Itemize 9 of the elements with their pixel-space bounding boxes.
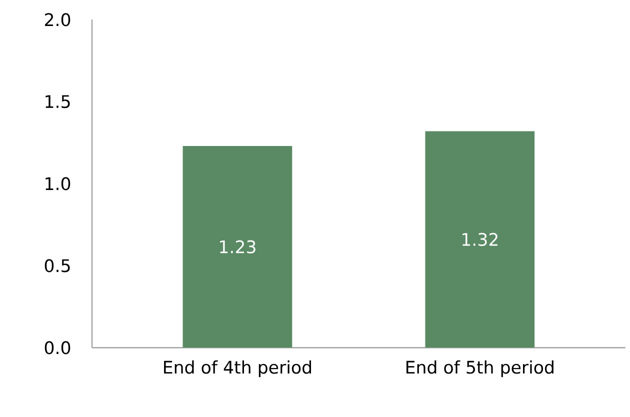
- data-label: 1.23: [220, 240, 256, 254]
- y-tick-label: 1.0: [46, 177, 70, 190]
- data-label: 1.32: [462, 232, 498, 246]
- y-tick-label: 0.5: [44, 259, 70, 272]
- x-tick-label: End of 5th period: [406, 360, 554, 378]
- y-tick-label: 2.0: [45, 13, 70, 26]
- y-tick-label: 0.0: [44, 341, 70, 354]
- x-tick-label: End of 4th period: [164, 360, 311, 378]
- y-tick-label: 1.5: [46, 95, 70, 108]
